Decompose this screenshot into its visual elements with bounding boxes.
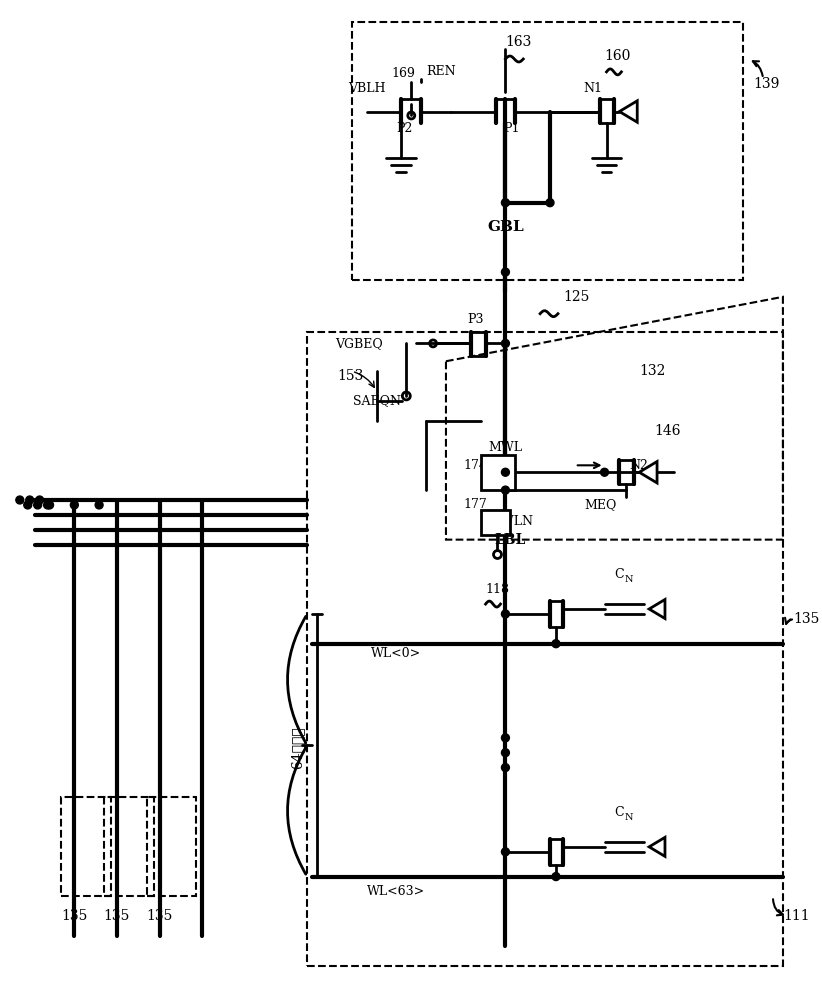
Circle shape [34, 501, 42, 509]
Bar [62, 797, 111, 896]
Text: VBLH: VBLH [348, 82, 386, 95]
Text: C: C [614, 568, 624, 581]
Text: 146: 146 [654, 424, 681, 438]
Bar [481, 510, 510, 535]
Circle shape [501, 764, 510, 772]
Text: P2: P2 [396, 122, 413, 135]
Text: N2: N2 [630, 459, 649, 472]
Polygon shape [620, 101, 637, 122]
Text: P3: P3 [468, 313, 484, 326]
Circle shape [501, 486, 510, 494]
Text: 125: 125 [563, 290, 589, 304]
Text: 64位单元: 64位单元 [290, 726, 304, 769]
Text: 139: 139 [753, 77, 779, 91]
Circle shape [25, 496, 34, 504]
Text: 135: 135 [61, 909, 87, 923]
Text: 135: 135 [104, 909, 130, 923]
Circle shape [501, 468, 510, 476]
Text: WL<0>: WL<0> [372, 647, 422, 660]
Circle shape [501, 199, 510, 207]
Polygon shape [649, 599, 665, 619]
Circle shape [501, 610, 510, 618]
Text: 169: 169 [391, 67, 415, 80]
Polygon shape [649, 837, 665, 856]
Circle shape [501, 268, 510, 276]
Text: N: N [625, 575, 633, 584]
Text: WL<63>: WL<63> [367, 885, 426, 898]
Text: GBL: GBL [487, 220, 524, 234]
Text: 135: 135 [792, 612, 820, 626]
Bar [352, 22, 743, 280]
Bar [481, 455, 515, 490]
Circle shape [601, 468, 608, 476]
Text: 160: 160 [604, 49, 631, 63]
Text: LBL: LBL [495, 533, 526, 547]
Text: MWLN: MWLN [488, 515, 533, 528]
Circle shape [501, 848, 510, 856]
Circle shape [16, 496, 24, 504]
Circle shape [552, 873, 560, 881]
Circle shape [552, 640, 560, 648]
Circle shape [501, 734, 510, 742]
Text: SAEQN: SAEQN [353, 394, 400, 407]
Circle shape [95, 501, 103, 509]
Circle shape [44, 501, 52, 509]
Text: N1: N1 [583, 82, 603, 95]
Polygon shape [640, 462, 657, 483]
Bar [104, 797, 154, 896]
Text: MWL: MWL [488, 441, 523, 454]
Text: 135: 135 [146, 909, 173, 923]
Bar [146, 797, 196, 896]
Text: N: N [625, 813, 633, 822]
Text: 111: 111 [783, 909, 810, 923]
Text: 163: 163 [506, 35, 532, 49]
Text: C: C [614, 806, 624, 819]
Text: 177: 177 [464, 498, 487, 511]
Circle shape [546, 199, 554, 207]
Bar [307, 332, 783, 966]
Text: MEQ: MEQ [584, 498, 617, 511]
Text: P1: P1 [503, 122, 520, 135]
Circle shape [501, 749, 510, 757]
Circle shape [71, 501, 78, 509]
Circle shape [24, 501, 32, 509]
Circle shape [45, 501, 53, 509]
Text: REN: REN [426, 65, 455, 78]
Text: VGBEQ: VGBEQ [335, 337, 382, 350]
Text: 132: 132 [640, 364, 666, 378]
Text: 118: 118 [486, 583, 510, 596]
Text: 174: 174 [464, 459, 487, 472]
Text: 153: 153 [337, 369, 363, 383]
Circle shape [35, 496, 44, 504]
Circle shape [501, 339, 510, 347]
